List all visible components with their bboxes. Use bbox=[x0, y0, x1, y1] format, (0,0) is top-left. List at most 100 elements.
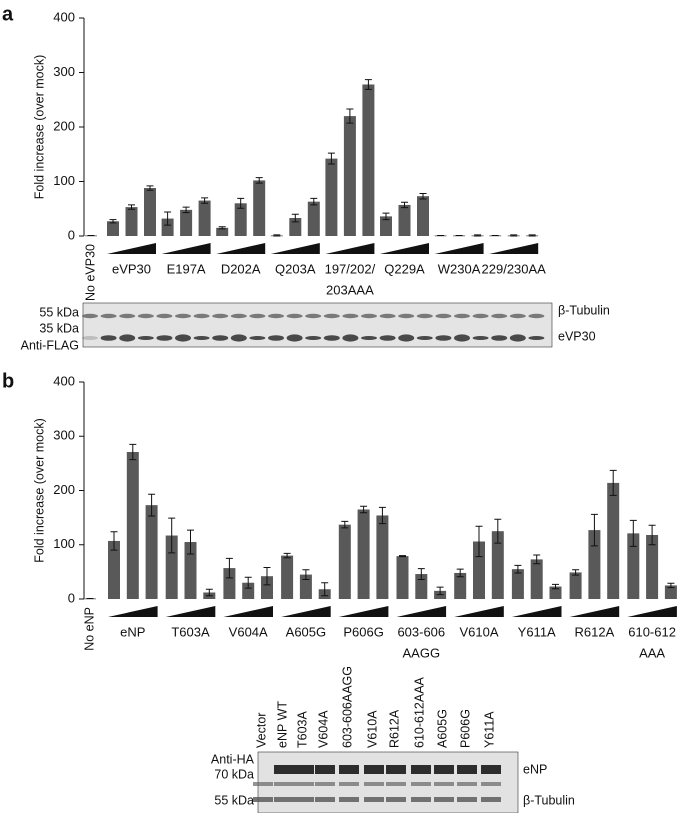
error-bar bbox=[263, 567, 271, 586]
bar bbox=[242, 582, 255, 599]
blot-band bbox=[137, 336, 154, 340]
bar bbox=[184, 542, 197, 599]
bar bbox=[357, 509, 370, 599]
error-bar bbox=[648, 524, 656, 546]
error-bar bbox=[109, 219, 117, 224]
blot-band bbox=[323, 313, 340, 319]
lane-label: V604A bbox=[316, 710, 330, 748]
blot-a bbox=[82, 302, 553, 348]
bar bbox=[108, 540, 120, 599]
y-tick-label: 200 bbox=[53, 482, 75, 497]
error-bar bbox=[346, 108, 354, 124]
dose-wedge bbox=[511, 606, 562, 617]
group-label: 203AAA bbox=[326, 282, 374, 297]
bar bbox=[417, 196, 429, 236]
blot-band bbox=[386, 782, 406, 786]
bar bbox=[473, 541, 485, 599]
dose-wedge bbox=[396, 606, 447, 617]
error-bar bbox=[146, 185, 154, 191]
blot-band bbox=[491, 335, 508, 341]
dose-wedge bbox=[380, 243, 429, 254]
bar bbox=[415, 574, 428, 599]
blot-band bbox=[361, 313, 377, 319]
lane-label: eNP WT bbox=[275, 701, 289, 748]
bar bbox=[126, 451, 139, 599]
panel-label: a bbox=[2, 3, 14, 25]
blot-band bbox=[253, 797, 273, 802]
blot-band bbox=[212, 335, 229, 341]
y-tick-label: 400 bbox=[53, 373, 75, 388]
group-label: 197/202/ bbox=[325, 261, 376, 276]
blot-left-label: 55 kDa bbox=[39, 305, 79, 319]
dose-wedge bbox=[216, 243, 266, 254]
bar bbox=[396, 556, 409, 599]
error-bar bbox=[341, 520, 349, 529]
bar bbox=[180, 209, 193, 236]
blot-band bbox=[100, 335, 117, 341]
bar bbox=[380, 216, 392, 236]
y-tick-label: 300 bbox=[53, 64, 75, 79]
error-bar bbox=[168, 517, 176, 554]
blot-band bbox=[472, 336, 489, 340]
error-bar bbox=[164, 211, 172, 226]
error-bar bbox=[475, 525, 483, 558]
blot-band bbox=[435, 335, 452, 341]
bar bbox=[223, 568, 236, 599]
dose-wedge bbox=[569, 606, 620, 617]
dose-wedge bbox=[223, 606, 273, 617]
dose-wedge bbox=[434, 243, 484, 254]
blot-band bbox=[315, 765, 335, 774]
blot-band bbox=[294, 765, 314, 774]
group-label: eNP bbox=[120, 624, 145, 639]
blot-left-label: 70 kDa bbox=[214, 767, 254, 781]
blot-band bbox=[294, 797, 314, 802]
lane-label: T603A bbox=[295, 711, 309, 748]
bar bbox=[646, 534, 659, 599]
blot-band bbox=[82, 313, 98, 319]
error-bar bbox=[205, 588, 213, 597]
blot-band bbox=[509, 334, 526, 342]
blot-band bbox=[481, 765, 501, 774]
blot-right-label: β-Tubulin bbox=[523, 793, 575, 807]
blot-band bbox=[212, 313, 229, 319]
blot-band bbox=[491, 313, 508, 319]
blot-band bbox=[342, 313, 359, 319]
blot-band bbox=[528, 336, 545, 340]
error-bar bbox=[667, 582, 675, 589]
group-label: V604A bbox=[229, 624, 268, 639]
blot-band bbox=[416, 336, 433, 340]
error-bar bbox=[237, 197, 245, 209]
blot-band bbox=[274, 782, 294, 786]
blot-band bbox=[454, 313, 470, 319]
dose-wedge bbox=[489, 243, 539, 254]
error-bar bbox=[148, 493, 156, 517]
error-bar bbox=[187, 529, 194, 555]
group-label: eVP30 bbox=[112, 261, 151, 276]
bar bbox=[289, 218, 302, 236]
blot-band bbox=[398, 334, 415, 342]
y-tick-label: 0 bbox=[68, 590, 75, 605]
blot-band bbox=[411, 765, 431, 774]
dose-wedge bbox=[281, 606, 331, 617]
blot-band bbox=[481, 797, 501, 802]
bar bbox=[253, 180, 266, 236]
group-label: E197A bbox=[167, 261, 206, 276]
blot-band bbox=[156, 335, 173, 341]
bar bbox=[588, 530, 601, 599]
blot-left-label: 35 kDa bbox=[39, 321, 79, 335]
blot-band bbox=[175, 313, 191, 319]
error-bar bbox=[201, 197, 209, 204]
dose-wedge bbox=[325, 243, 375, 254]
blot-band bbox=[434, 765, 454, 774]
bar bbox=[607, 482, 620, 599]
control-label: No eVP30 bbox=[83, 244, 97, 301]
error-bar bbox=[629, 519, 637, 547]
y-tick-label: 300 bbox=[53, 428, 75, 443]
lane-label: A605G bbox=[435, 709, 449, 748]
dose-wedge bbox=[338, 606, 389, 617]
group-label: A605G bbox=[286, 624, 326, 639]
blot-band bbox=[305, 336, 322, 340]
blot-band bbox=[315, 797, 335, 802]
bar bbox=[307, 201, 320, 236]
